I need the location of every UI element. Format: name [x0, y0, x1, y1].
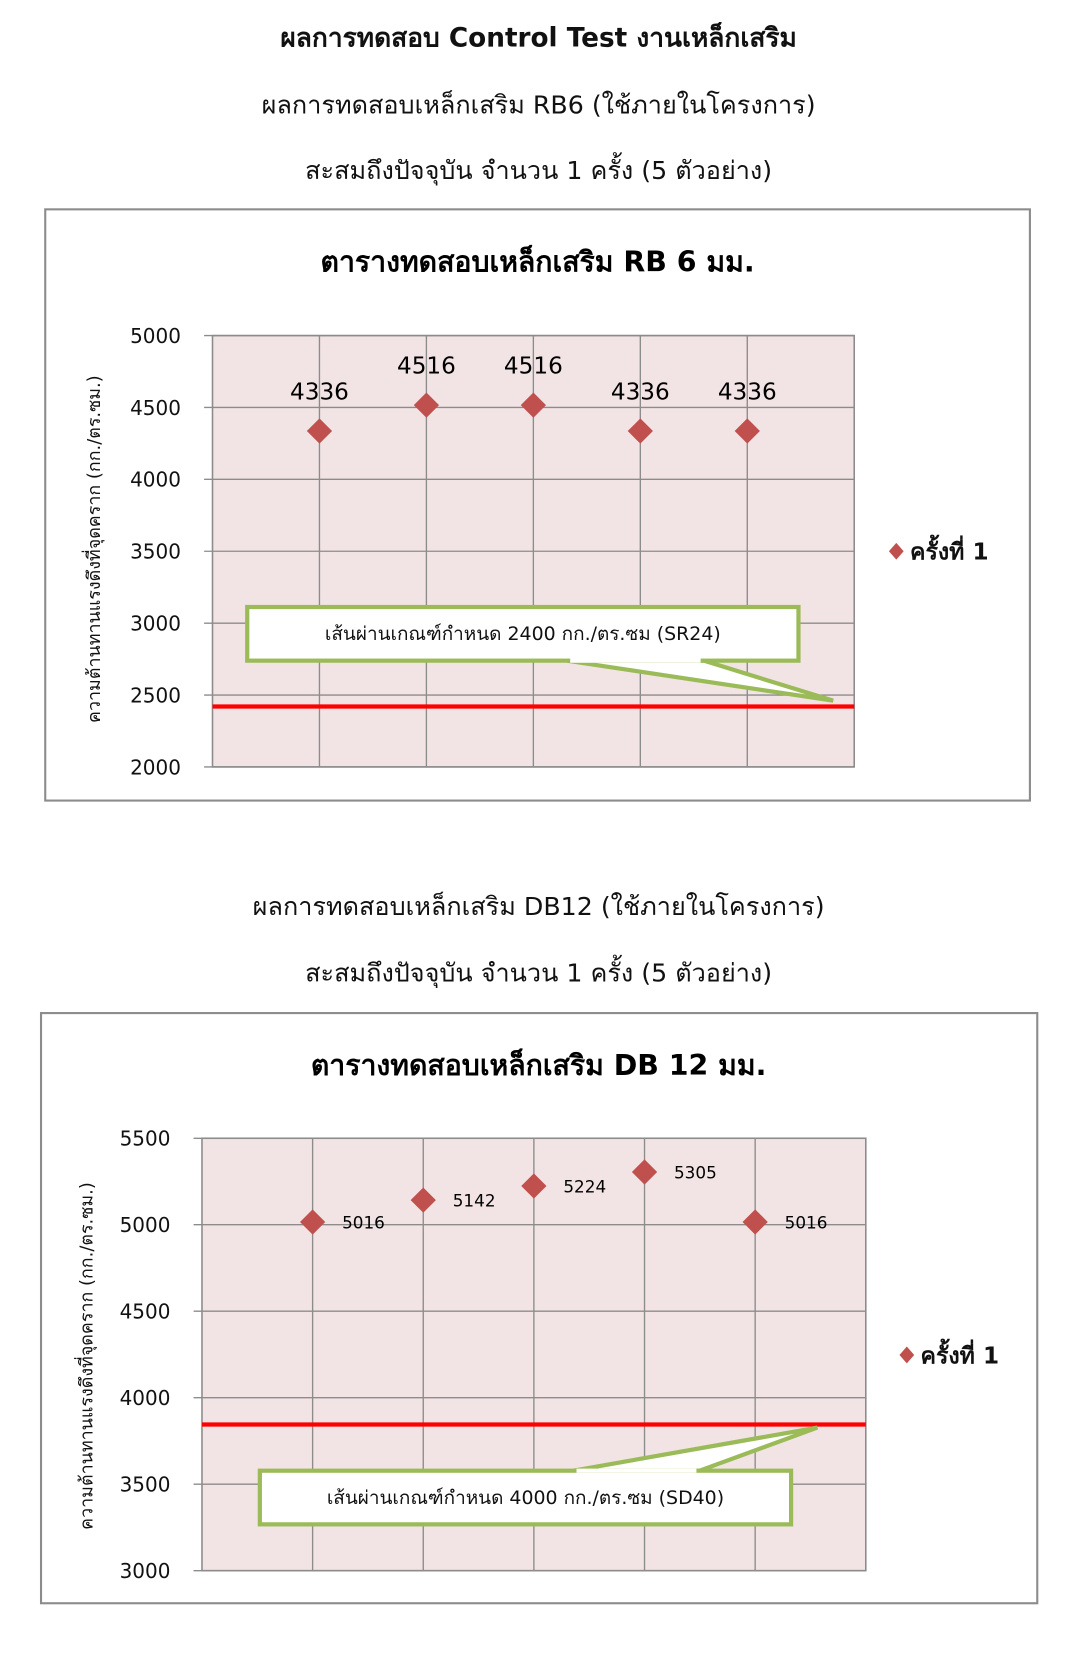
callout-text: เส้นผ่านเกณฑ์กำหนด 2400 กก./ตร.ซม (SR24) [325, 623, 721, 645]
section2-title: ผลการทดสอบเหล็กเสริม DB12 (ใช้ภายในโครงก… [252, 892, 825, 922]
y-tick-label: 4500 [120, 1300, 171, 1324]
y-tick-label: 5500 [120, 1127, 171, 1151]
data-point-marker [631, 1159, 658, 1185]
data-label: 4336 [290, 379, 349, 405]
y-tick-label: 3000 [120, 1559, 171, 1583]
data-point-marker [734, 418, 760, 444]
data-point-marker [410, 1187, 436, 1213]
data-label: 5016 [342, 1212, 385, 1232]
section2-subtitle: สะสมถึงปัจจุบัน จำนวน 1 ครั้ง (5 ตัวอย่า… [305, 958, 773, 988]
data-label: 4336 [718, 379, 777, 405]
chart-title: ตารางทดสอบเหล็กเสริม DB 12 มม. [311, 1047, 767, 1082]
data-point-marker [520, 392, 546, 418]
data-label: 5016 [785, 1212, 828, 1232]
y-tick-label: 4000 [130, 468, 181, 492]
y-tick-label: 5000 [130, 324, 181, 348]
data-label: 4336 [611, 379, 670, 405]
y-axis-label: ความต้านทานแรงดึงที่จุดคราก (กก./ตร.ซม.) [81, 375, 105, 723]
data-label: 5224 [563, 1176, 606, 1196]
legend-marker-icon [899, 1346, 915, 1364]
legend-label: ครั้งที่ 1 [910, 534, 989, 566]
data-label: 4516 [397, 354, 456, 380]
legend-marker-icon [888, 542, 904, 560]
y-tick-label: 2000 [130, 755, 181, 779]
y-tick-label: 4500 [130, 396, 181, 420]
legend-label: ครั้งที่ 1 [921, 1337, 1000, 1369]
data-label: 5305 [674, 1162, 717, 1182]
page-title: ผลการทดสอบ Control Test งานเหล็กเสริม [280, 22, 797, 53]
data-label: 5142 [453, 1190, 496, 1210]
y-tick-label: 4000 [120, 1386, 171, 1410]
y-tick-label: 3000 [130, 611, 181, 635]
callout-text: เส้นผ่านเกณฑ์กำหนด 4000 กก./ตร.ซม (SD40) [327, 1487, 724, 1509]
callout-box [257, 1468, 794, 1527]
section1-title: ผลการทดสอบเหล็กเสริม RB6 (ใช้ภายในโครงกา… [261, 90, 816, 120]
section1-subtitle: สะสมถึงปัจจุบัน จำนวน 1 ครั้ง (5 ตัวอย่า… [305, 155, 773, 186]
chart-db12: 3000 3500 4000 4500 5000 5500 เส้นผ่านเกณฑ์กำห… [39, 1012, 1039, 1605]
data-point-marker [521, 1173, 547, 1199]
data-label: 4516 [504, 354, 563, 380]
y-tick-label: 3500 [120, 1473, 171, 1497]
chart-rb6: 2000 2500 3000 3500 4000 4500 5000 เส้นผ่านเกณฑ… [44, 208, 1031, 802]
callout-box [245, 604, 801, 663]
y-axis-label: ความต้านทานแรงดึงที่จุดคราก (กก./ตร.ซม.) [74, 1182, 98, 1530]
y-tick-label: 3500 [130, 540, 181, 564]
chart-title: ตารางทดสอบเหล็กเสริม RB 6 มม. [321, 243, 755, 278]
y-tick-label: 5000 [120, 1213, 171, 1237]
y-tick-label: 2500 [130, 683, 181, 707]
data-point-marker [627, 418, 653, 444]
data-point-marker [413, 392, 440, 418]
